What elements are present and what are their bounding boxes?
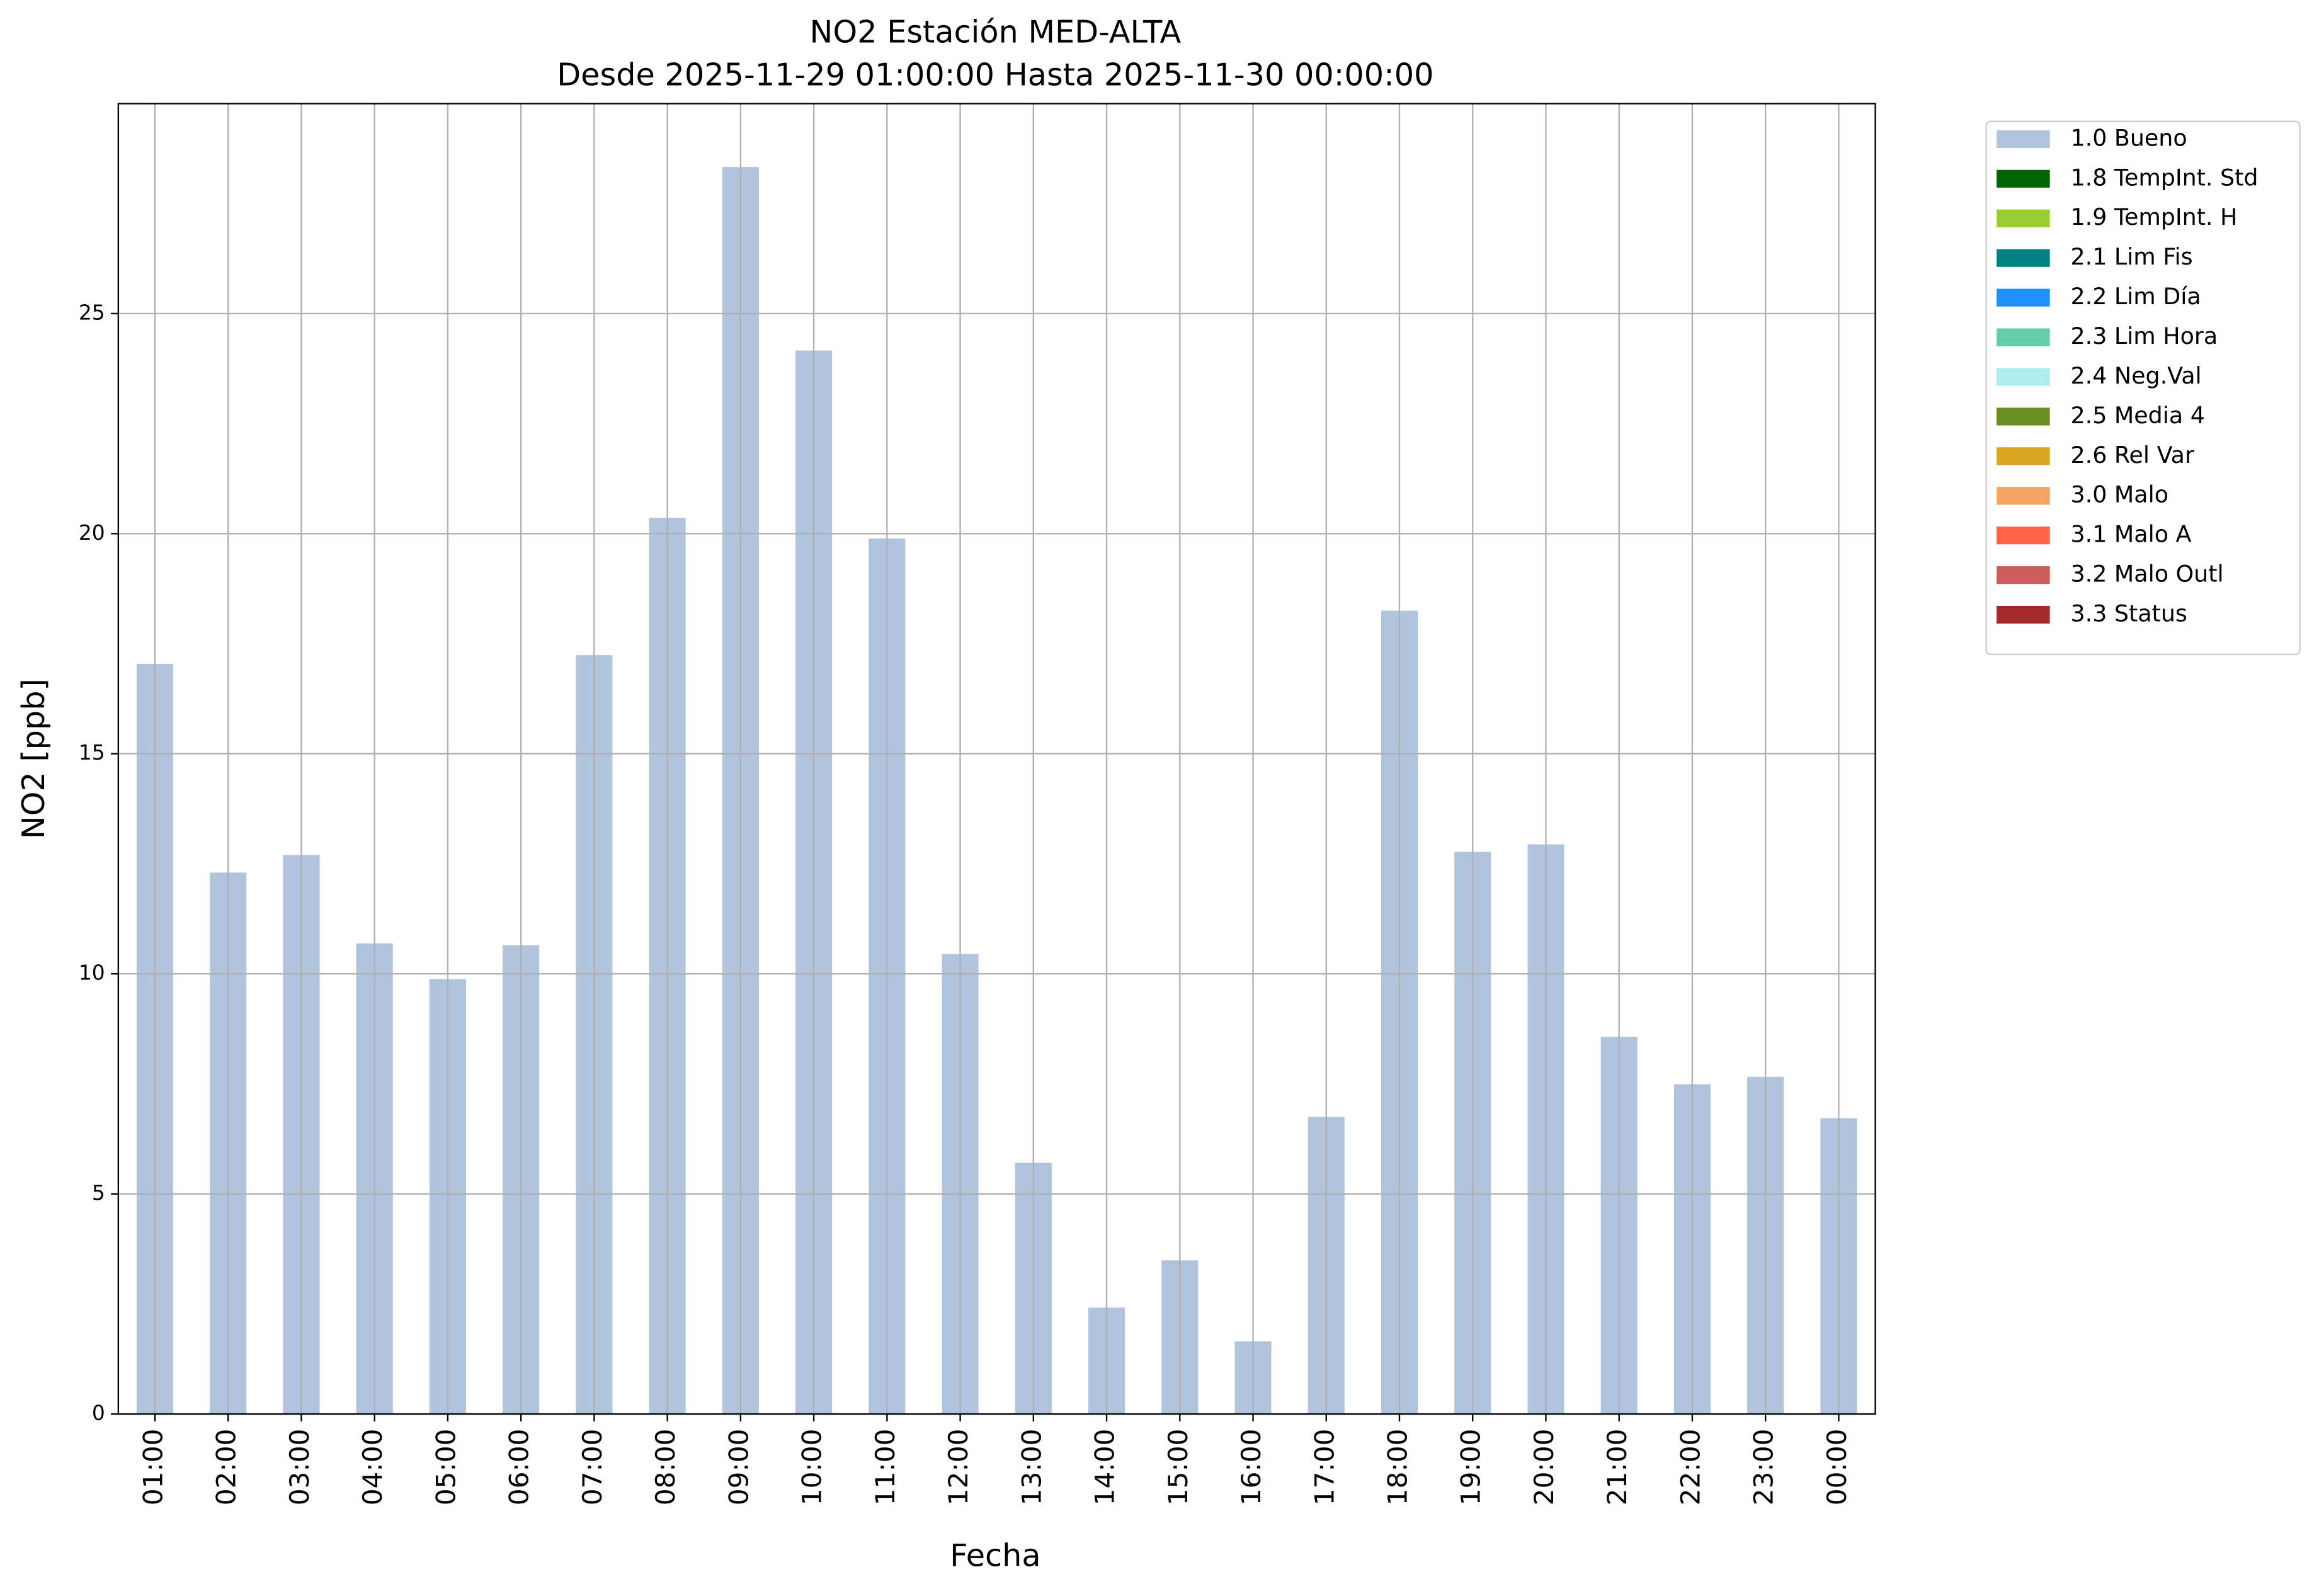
legend-label: 2.6 Rel Var (2071, 442, 2194, 469)
x-tick-label: 07:00 (577, 1429, 608, 1506)
x-tick-label: 03:00 (284, 1429, 315, 1506)
legend-label: 1.8 TempInt. Std (2071, 164, 2259, 191)
y-tick-label: 10 (79, 960, 105, 985)
x-tick-label: 22:00 (1675, 1429, 1706, 1506)
legend-label: 2.5 Media 4 (2071, 402, 2205, 429)
x-axis-label: Fecha (950, 1537, 1041, 1573)
x-tick-label: 21:00 (1602, 1429, 1632, 1506)
legend-box (1985, 120, 2301, 656)
x-tick-label: 18:00 (1382, 1429, 1413, 1506)
legend-swatch (1997, 527, 2050, 545)
x-tick-label: 23:00 (1748, 1429, 1779, 1506)
y-tick-label: 15 (79, 740, 105, 765)
legend-swatch (1997, 328, 2050, 346)
x-tick-label: 16:00 (1236, 1429, 1267, 1506)
y-tick-label: 5 (92, 1180, 105, 1205)
legend-swatch (1997, 408, 2050, 426)
x-tick-label: 19:00 (1456, 1429, 1486, 1506)
legend-label: 3.0 Malo (2071, 481, 2168, 508)
legend-swatch (1997, 605, 2050, 624)
x-tick-label: 09:00 (723, 1429, 754, 1506)
x-tick-label: 15:00 (1163, 1429, 1194, 1506)
x-tick-label: 14:00 (1090, 1429, 1120, 1506)
legend-swatch (1997, 566, 2050, 584)
legend-swatch (1997, 249, 2050, 267)
legend-label: 3.1 Malo A (2071, 521, 2192, 548)
legend-swatch (1997, 368, 2050, 386)
x-tick-label: 00:00 (1821, 1429, 1852, 1506)
x-tick-label: 08:00 (650, 1429, 681, 1506)
legend-swatch (1997, 209, 2050, 227)
y-axis-label: NO2 [ppb] (15, 678, 52, 839)
legend-swatch (1997, 130, 2050, 148)
x-tick-label: 20:00 (1529, 1429, 1559, 1506)
legend-label: 2.2 Lim Día (2071, 283, 2201, 310)
x-tick-label: 11:00 (870, 1429, 901, 1506)
legend-label: 1.9 TempInt. H (2071, 203, 2238, 231)
legend-swatch (1997, 487, 2050, 505)
x-tick-label: 10:00 (797, 1429, 828, 1506)
x-tick-label: 01:00 (137, 1429, 168, 1506)
y-tick-label: 0 (92, 1401, 105, 1425)
chart-subtitle: Desde 2025-11-29 01:00:00 Hasta 2025-11-… (557, 57, 1433, 93)
legend-label: 2.1 Lim Fis (2071, 243, 2193, 270)
legend-label: 3.2 Malo Outl (2071, 561, 2224, 588)
legend-swatch (1997, 447, 2050, 465)
legend-swatch (1997, 288, 2050, 307)
legend-swatch (1997, 169, 2050, 188)
x-tick-label: 12:00 (943, 1429, 974, 1506)
x-tick-label: 02:00 (211, 1429, 242, 1506)
x-tick-label: 17:00 (1309, 1429, 1340, 1506)
x-tick-label: 13:00 (1016, 1429, 1047, 1506)
plot-frame (117, 103, 1876, 1415)
y-tick-label: 20 (79, 520, 105, 545)
x-tick-label: 05:00 (430, 1429, 461, 1506)
legend-label: 1.0 Bueno (2071, 124, 2187, 151)
y-tick-label: 25 (79, 300, 105, 324)
legend-label: 2.3 Lim Hora (2071, 322, 2218, 350)
chart-title: NO2 Estación MED-ALTA (809, 14, 1181, 50)
x-tick-label: 06:00 (504, 1429, 535, 1506)
x-tick-label: 04:00 (357, 1429, 388, 1506)
legend-label: 3.3 Status (2071, 600, 2187, 627)
legend-label: 2.4 Neg.Val (2071, 362, 2202, 389)
